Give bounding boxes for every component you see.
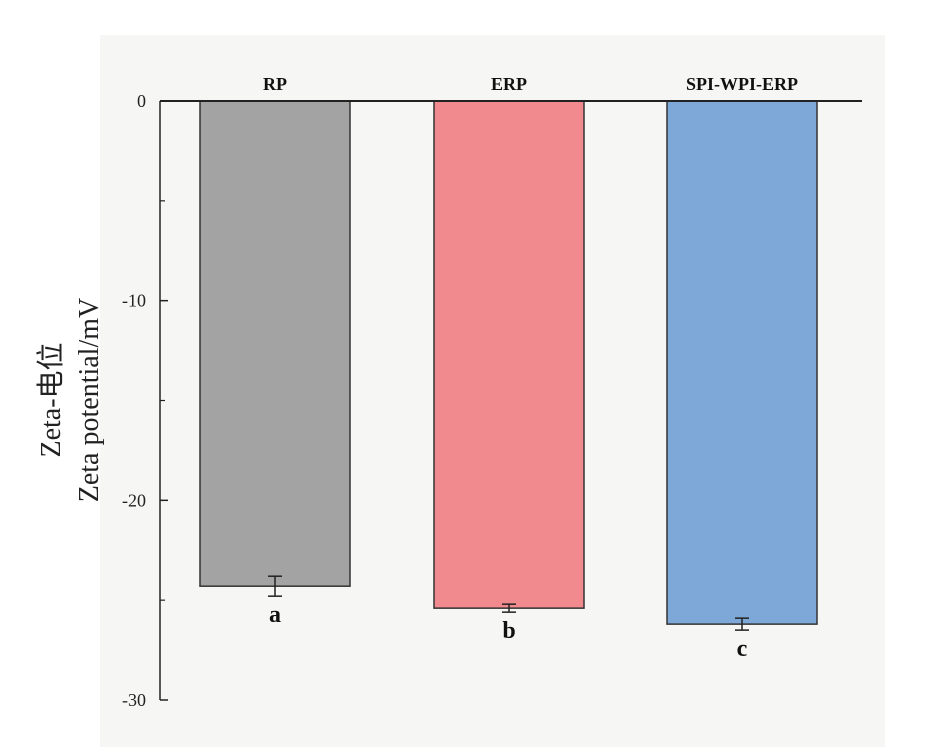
category-label-spi-wpi-erp: SPI-WPI-ERP — [686, 74, 798, 94]
category-label-erp: ERP — [491, 74, 527, 94]
significance-letter-b: b — [502, 618, 515, 644]
bar-erp — [433, 100, 585, 609]
significance-letter-a: a — [269, 602, 281, 628]
bar-rp — [199, 100, 351, 587]
bar-spi-wpi-erp — [666, 100, 818, 625]
y-tick-label-1: -10 — [122, 291, 146, 311]
y-tick-label-0: 0 — [137, 91, 146, 111]
y-tick-label-3: -30 — [122, 690, 146, 710]
y-tick-label-2: -20 — [122, 490, 146, 510]
category-label-rp: RP — [263, 74, 287, 94]
y-axis-label-line-1: Zeta-电位 — [35, 342, 67, 457]
y-axis-label-line-2: Zeta potential/mV — [74, 298, 105, 503]
significance-letter-c: c — [737, 636, 748, 662]
